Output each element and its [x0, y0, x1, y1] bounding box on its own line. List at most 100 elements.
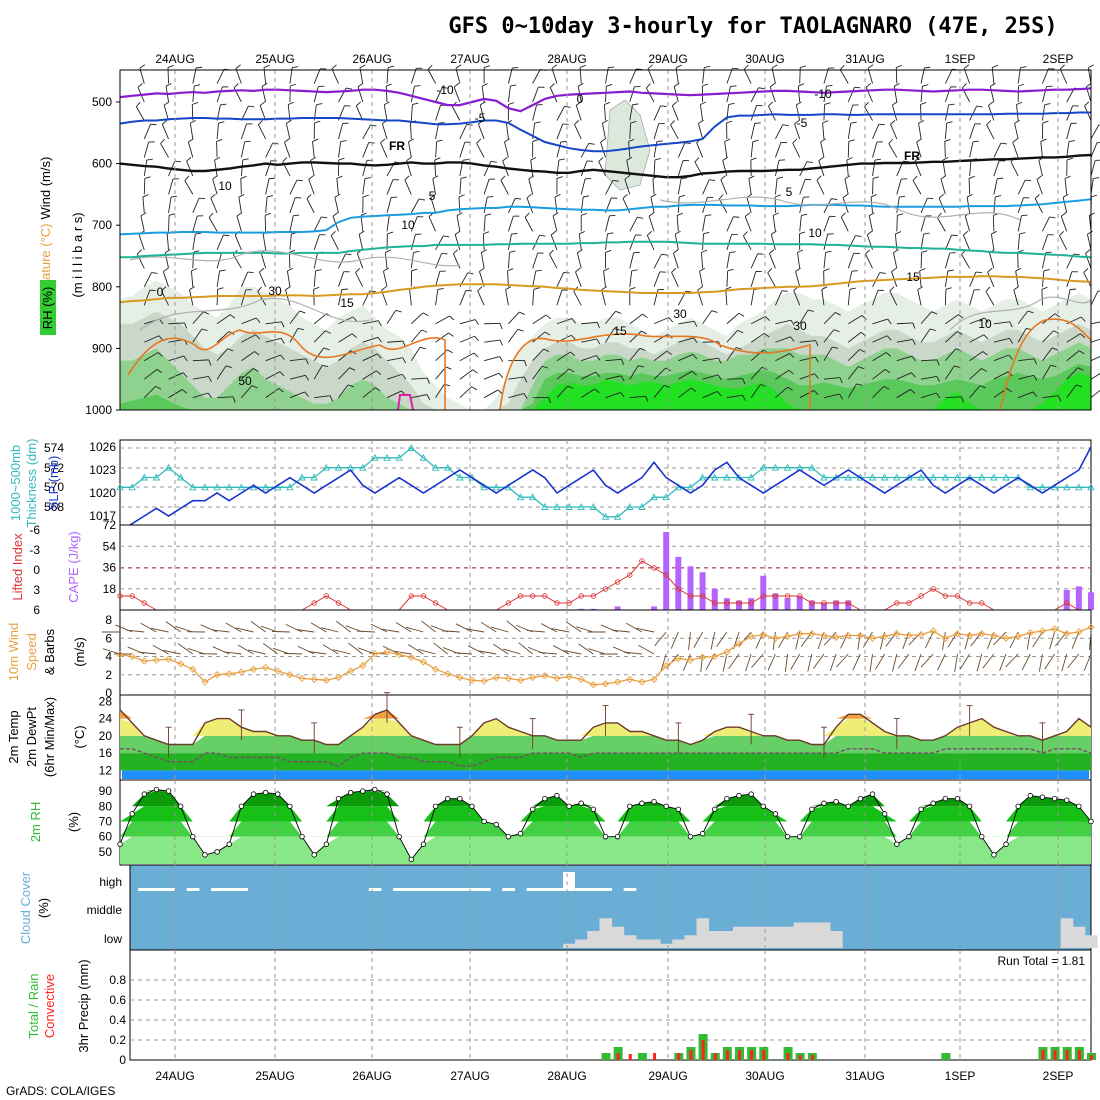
- cloud-low-bar: [563, 943, 576, 948]
- surface-wind-barb: [611, 629, 630, 633]
- rh-marker: [505, 833, 512, 840]
- upper-wind-barb: [701, 252, 704, 269]
- upper-wind-barb-flag: [703, 231, 710, 235]
- upper-wind-barb: [240, 159, 244, 176]
- top-day-label: 25AUG: [255, 52, 294, 66]
- upper-wind-barb: [409, 289, 412, 306]
- upper-wind-barb: [920, 392, 937, 399]
- upper-wind-barb: [362, 160, 368, 177]
- upper-wind-barb: [823, 329, 835, 343]
- upper-wind-barb: [872, 318, 888, 325]
- surface-wind-barb: [654, 631, 667, 647]
- upper-wind-barb: [552, 215, 558, 232]
- upper-wind-barb: [265, 337, 282, 343]
- upper-wind-barb-flag: [705, 214, 712, 217]
- wind-speed-marker: [638, 678, 646, 686]
- upper-wind-barb-flag: [792, 138, 798, 144]
- cloud-high-bar: [587, 888, 600, 891]
- upper-wind-barb: [240, 105, 249, 121]
- upper-wind-barb: [823, 252, 827, 269]
- rh-marker: [469, 803, 475, 809]
- surface-wind-barb: [538, 651, 557, 655]
- upper-wind-barb: [969, 289, 975, 306]
- upper-wind-barb-flag: [163, 101, 170, 106]
- li-marker: [821, 600, 827, 606]
- upper-wind-barb: [847, 383, 857, 398]
- upper-wind-barb-flag: [183, 355, 188, 362]
- upper-wind-barb-flag: [936, 359, 940, 366]
- thickness-marker: [747, 473, 755, 481]
- upper-wind-barb-flag: [362, 194, 369, 198]
- upper-wind-barb: [1017, 233, 1021, 250]
- upper-wind-barb: [235, 68, 242, 84]
- thickness-line: [120, 447, 1091, 518]
- surface-wind-barb: [237, 644, 254, 655]
- upper-wind-barb: [526, 197, 534, 214]
- wind-speed-marker: [371, 650, 379, 658]
- upper-wind-barb: [289, 328, 299, 343]
- upper-wind-barb: [216, 68, 225, 84]
- upper-wind-barb: [987, 271, 995, 287]
- wind-speed-marker: [359, 661, 367, 670]
- rh-marker: [857, 795, 864, 802]
- upper-wind-barb-flag: [764, 332, 770, 338]
- rh-marker: [699, 830, 706, 837]
- upper-wind-barb-flag: [814, 373, 819, 379]
- upper-wind-barb-flag: [314, 120, 321, 124]
- precip-convective-bar: [762, 1050, 766, 1060]
- upper-wind-barb: [1017, 179, 1026, 195]
- upper-wind-barb-flag: [170, 195, 178, 198]
- surface-wind-barb: [959, 653, 971, 670]
- wind-speed-marker: [796, 630, 804, 638]
- upper-wind-barb: [650, 197, 655, 213]
- upper-wind-barb-flag: [502, 156, 508, 162]
- upper-wind-barb-flag: [1086, 82, 1092, 88]
- upper-wind-barb-flag: [1085, 249, 1091, 254]
- upper-wind-barb-flag: [1041, 286, 1048, 290]
- upper-wind-barb-flag: [161, 286, 167, 292]
- precip-tick: 0.8: [109, 973, 126, 987]
- upper-wind-barb-flag: [744, 212, 751, 217]
- upper-wind-barb: [289, 215, 294, 232]
- rh-fill-band: [120, 821, 1091, 837]
- upper-wind-barb: [725, 289, 728, 306]
- upper-wind-barb-flag: [257, 286, 262, 292]
- upper-wind-barb: [872, 290, 879, 306]
- upper-wind-barb: [507, 198, 516, 214]
- upper-wind-barb-flag: [254, 351, 260, 356]
- upper-wind-barb-flag: [220, 103, 227, 106]
- cloud-low-bar: [805, 922, 819, 948]
- upper-wind-barb: [362, 353, 378, 362]
- upper-wind-barb: [408, 141, 412, 158]
- upper-wind-barb-flag: [376, 353, 382, 359]
- upper-wind-barb: [581, 371, 596, 380]
- surface-wind-barb: [405, 626, 424, 633]
- upper-wind-barb-flag: [217, 287, 224, 290]
- upper-wind-barb-flag: [136, 249, 142, 255]
- cloud-low-bar: [647, 939, 661, 948]
- upper-wind-barb: [698, 123, 704, 140]
- li-tick: -3: [29, 543, 40, 557]
- upper-wind-barb: [920, 328, 931, 343]
- upper-wind-barb-flag: [661, 253, 668, 256]
- upper-wind-barb-flag: [679, 194, 686, 198]
- upper-wind-barb-flag: [1000, 142, 1007, 145]
- cloud-low-bar: [720, 931, 734, 948]
- upper-wind-barb: [576, 252, 582, 269]
- surface-wind-barb: [126, 629, 145, 633]
- upper-wind-barb: [775, 142, 782, 158]
- upper-wind-barb: [769, 86, 776, 103]
- upper-wind-barb: [945, 314, 959, 325]
- upper-wind-barb: [313, 330, 326, 343]
- upper-wind-barb-flag: [524, 212, 530, 218]
- upper-wind-barb: [161, 124, 169, 140]
- upper-wind-barb: [603, 104, 606, 121]
- wind-speed-marker: [201, 678, 209, 686]
- wind-speed-marker: [868, 634, 877, 642]
- upper-wind-barb-flag: [500, 175, 506, 181]
- upper-wind-barb: [823, 68, 829, 84]
- upper-wind-barb-flag: [193, 250, 200, 253]
- temp-tick: 12: [99, 763, 113, 777]
- upper-wind-barb-flag: [795, 267, 801, 272]
- upper-wind-barb: [1059, 68, 1068, 84]
